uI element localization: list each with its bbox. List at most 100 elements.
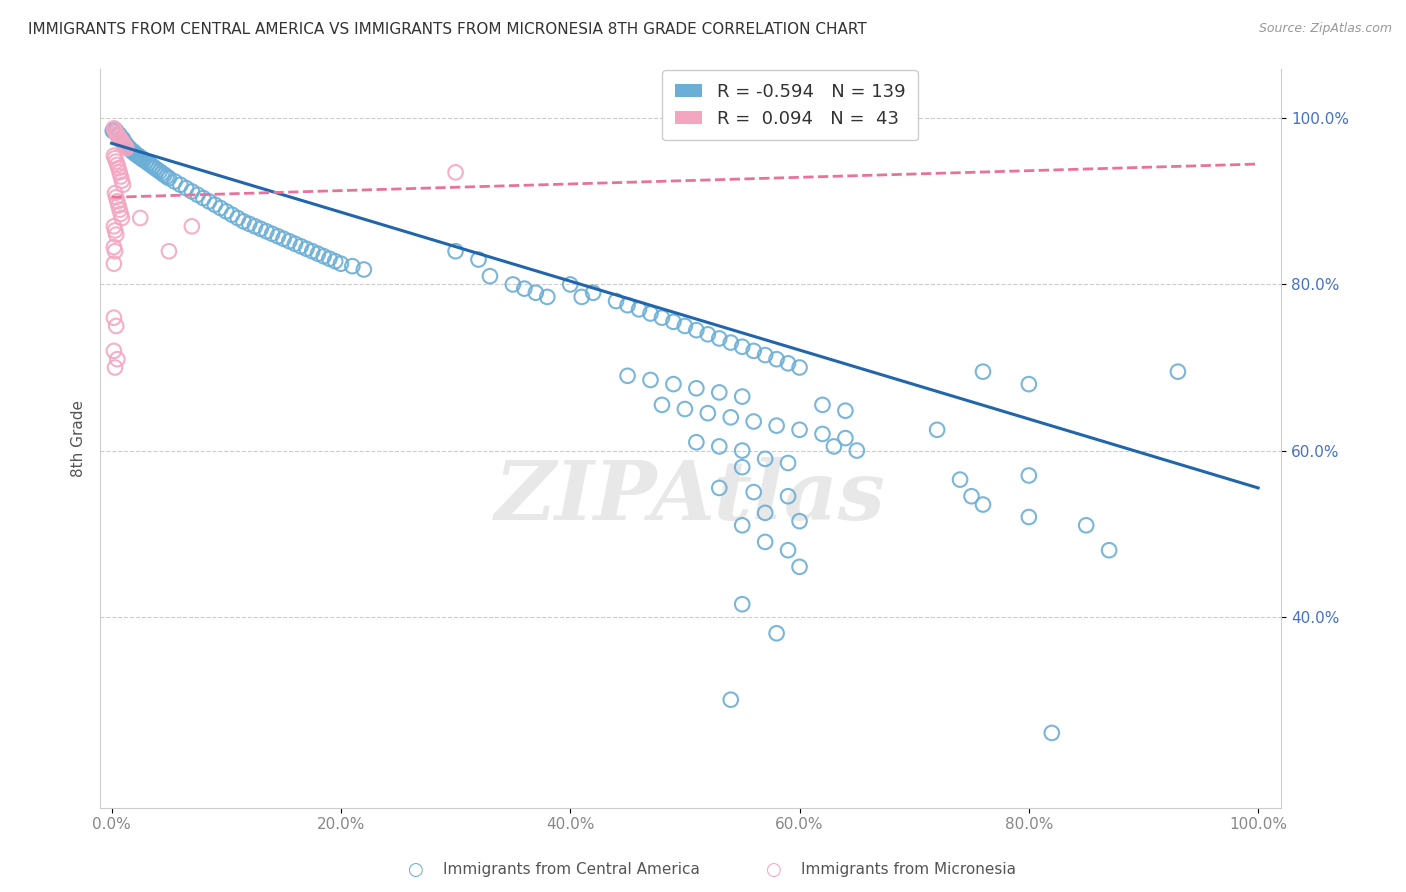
Point <box>114 136 136 151</box>
Point <box>295 242 318 256</box>
Point <box>754 451 776 466</box>
Point <box>720 410 742 425</box>
Point <box>685 435 707 450</box>
Point <box>174 181 197 195</box>
Point <box>105 128 128 142</box>
Point <box>187 187 209 202</box>
Point <box>105 154 128 169</box>
Point <box>180 219 202 234</box>
Text: Immigrants from Micronesia: Immigrants from Micronesia <box>801 863 1017 877</box>
Point <box>312 249 335 263</box>
Point <box>131 151 153 165</box>
Point <box>1018 510 1040 524</box>
Point <box>823 439 845 453</box>
Point <box>169 178 191 192</box>
Point <box>105 227 128 242</box>
Point <box>754 348 776 362</box>
Point <box>122 145 145 159</box>
Point <box>834 403 856 417</box>
Point <box>1076 518 1098 533</box>
Point <box>104 223 127 237</box>
Point <box>153 168 176 182</box>
Point <box>834 431 856 445</box>
Point <box>731 340 754 354</box>
Point <box>640 306 662 320</box>
Point <box>115 141 138 155</box>
Text: ○: ○ <box>765 861 782 879</box>
Point <box>105 194 128 209</box>
Point <box>789 514 811 528</box>
Point <box>754 535 776 549</box>
Point <box>127 149 149 163</box>
Point <box>110 207 132 221</box>
Point <box>129 211 152 225</box>
Point <box>789 423 811 437</box>
Point <box>273 232 295 246</box>
Point <box>221 208 243 222</box>
Point <box>444 165 467 179</box>
Point <box>731 443 754 458</box>
Point <box>742 415 765 429</box>
Point <box>104 360 127 375</box>
Point <box>103 343 125 358</box>
Point <box>1167 365 1189 379</box>
Point <box>254 224 277 238</box>
Point <box>318 252 340 266</box>
Point <box>103 121 125 136</box>
Point <box>536 290 558 304</box>
Point <box>582 285 605 300</box>
Point <box>111 211 134 225</box>
Point <box>605 294 627 309</box>
Point <box>105 128 128 142</box>
Point <box>149 164 172 178</box>
Point <box>108 131 131 145</box>
Point <box>120 143 142 157</box>
Point <box>108 128 131 142</box>
Point <box>104 124 127 138</box>
Point <box>157 171 180 186</box>
Point <box>845 443 868 458</box>
Point <box>778 456 800 470</box>
Point <box>150 166 173 180</box>
Point <box>720 335 742 350</box>
Point <box>118 140 141 154</box>
Point <box>560 277 582 292</box>
Legend: R = -0.594   N = 139, R =  0.094   N =  43: R = -0.594 N = 139, R = 0.094 N = 43 <box>662 70 918 140</box>
Point <box>696 406 718 420</box>
Point <box>513 282 536 296</box>
Point <box>124 147 146 161</box>
Point <box>131 152 153 166</box>
Point <box>1018 468 1040 483</box>
Point <box>673 402 696 417</box>
Point <box>778 543 800 558</box>
Point <box>731 460 754 475</box>
Point <box>112 136 135 151</box>
Point <box>105 158 128 172</box>
Point <box>105 352 128 367</box>
Text: Immigrants from Central America: Immigrants from Central America <box>443 863 700 877</box>
Point <box>640 373 662 387</box>
Text: IMMIGRANTS FROM CENTRAL AMERICA VS IMMIGRANTS FROM MICRONESIA 8TH GRADE CORRELAT: IMMIGRANTS FROM CENTRAL AMERICA VS IMMIG… <box>28 22 868 37</box>
Point <box>112 136 135 151</box>
Point <box>105 126 128 140</box>
Point <box>103 149 125 163</box>
Point <box>129 150 152 164</box>
Point <box>104 151 127 165</box>
Point <box>193 191 215 205</box>
Point <box>709 439 731 453</box>
Point <box>696 327 718 342</box>
Point <box>571 290 593 304</box>
Point <box>104 244 127 259</box>
Point <box>290 239 312 253</box>
Point <box>811 398 834 412</box>
Point <box>107 161 129 176</box>
Point <box>1040 726 1063 740</box>
Point <box>215 204 238 219</box>
Point <box>342 259 364 273</box>
Point <box>107 129 129 144</box>
Point <box>111 132 134 146</box>
Point <box>204 198 226 212</box>
Point <box>103 124 125 138</box>
Point <box>142 160 165 174</box>
Point <box>115 137 138 152</box>
